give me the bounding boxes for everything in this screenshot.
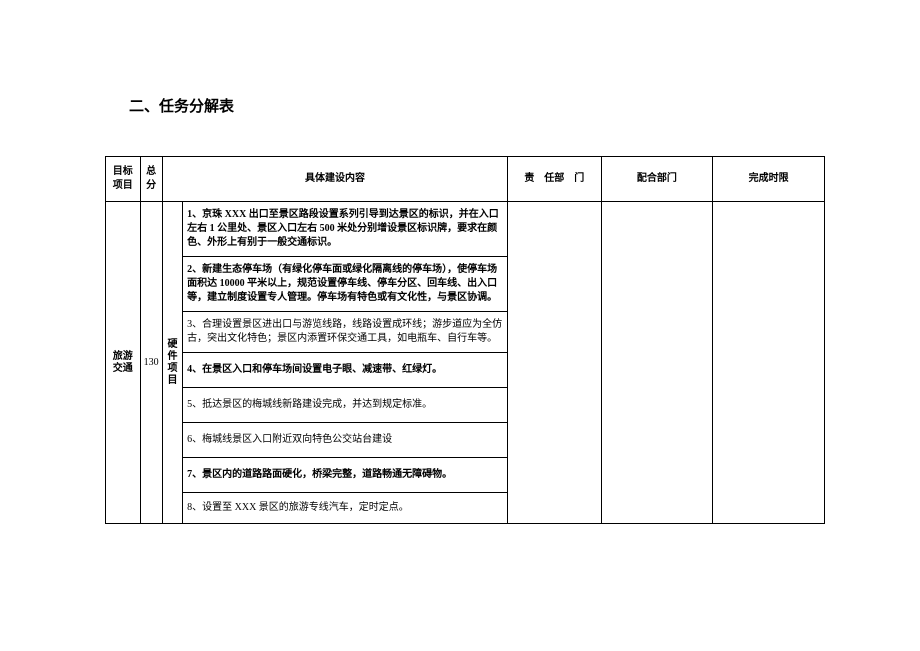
content-cell: 3、合理设置景区进出口与游览线路，线路设置成环线；游步道应为全仿古，突出文化特色… bbox=[183, 312, 508, 353]
content-cell: 7、景区内的道路路面硬化，桥梁完整，道路畅通无障碍物。 bbox=[183, 458, 508, 493]
content-cell: 4、在景区入口和停车场间设置电子眼、减速带、红绿灯。 bbox=[183, 353, 508, 388]
target-line2: 交通 bbox=[109, 363, 137, 375]
dept-cell bbox=[508, 202, 601, 524]
header-target: 目标项目 bbox=[106, 157, 141, 202]
header-dept: 责 任部 门 bbox=[508, 157, 601, 202]
table-row: 旅游 交通 130 硬 件 项 目 1、京珠 XXX 出口至景区路段设置系列引导… bbox=[106, 202, 825, 257]
target-line1: 旅游 bbox=[109, 351, 137, 363]
header-deadline: 完成时限 bbox=[713, 157, 825, 202]
header-row: 目标项目 总分 具体建设内容 责 任部 门 配合部门 完成时限 bbox=[106, 157, 825, 202]
category-line4: 目 bbox=[166, 375, 179, 387]
section-heading: 二、任务分解表 bbox=[129, 95, 825, 116]
header-content: 具体建设内容 bbox=[162, 157, 507, 202]
content-cell: 5、抵达景区的梅城线新路建设完成，并达到规定标准。 bbox=[183, 388, 508, 423]
content-cell: 2、新建生态停车场（有绿化停车面或绿化隔离线的停车场），使停车场面积达 1000… bbox=[183, 257, 508, 312]
deadline-cell bbox=[713, 202, 825, 524]
category-line1: 硬 bbox=[166, 339, 179, 351]
category-line3: 项 bbox=[166, 363, 179, 375]
table-header: 目标项目 总分 具体建设内容 责 任部 门 配合部门 完成时限 bbox=[106, 157, 825, 202]
header-coop: 配合部门 bbox=[601, 157, 713, 202]
table-body: 旅游 交通 130 硬 件 项 目 1、京珠 XXX 出口至景区路段设置系列引导… bbox=[106, 202, 825, 524]
category-cell: 硬 件 项 目 bbox=[162, 202, 182, 524]
category-line2: 件 bbox=[166, 351, 179, 363]
header-score: 总分 bbox=[140, 157, 162, 202]
page-container: 二、任务分解表 目标项目 总分 具体建设内容 责 任部 门 配合部门 完成时限 bbox=[0, 0, 920, 524]
score-cell: 130 bbox=[140, 202, 162, 524]
task-table: 目标项目 总分 具体建设内容 责 任部 门 配合部门 完成时限 旅游 交通 13… bbox=[105, 156, 825, 524]
content-cell: 6、梅城线景区入口附近双向特色公交站台建设 bbox=[183, 423, 508, 458]
target-cell: 旅游 交通 bbox=[106, 202, 141, 524]
coop-cell bbox=[601, 202, 713, 524]
content-cell: 1、京珠 XXX 出口至景区路段设置系列引导到达景区的标识，并在入口左右 1 公… bbox=[183, 202, 508, 257]
content-cell: 8、设置至 XXX 景区的旅游专线汽车，定时定点。 bbox=[183, 493, 508, 524]
